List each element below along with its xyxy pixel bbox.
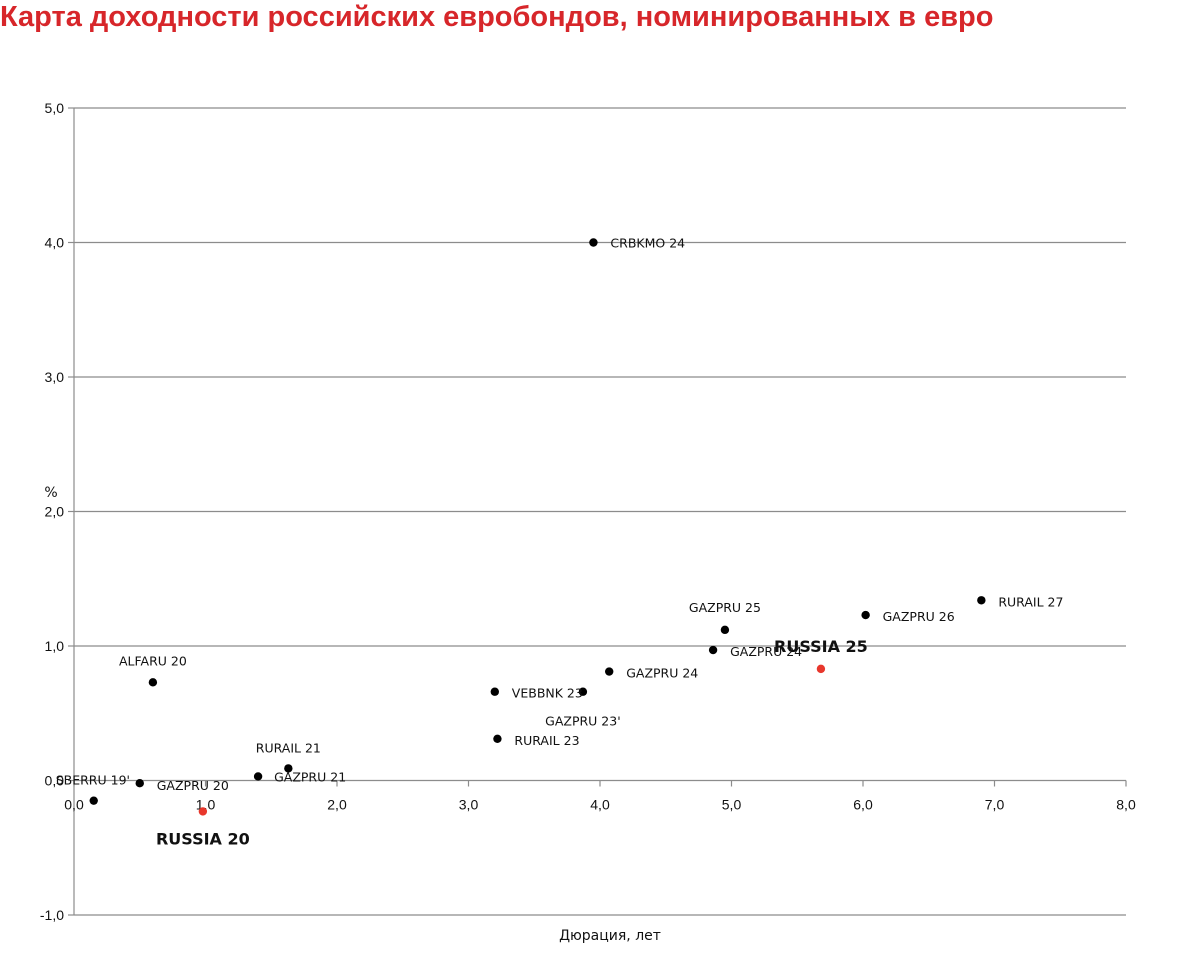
data-label: GAZPRU 24 bbox=[730, 644, 802, 659]
y-axis-title: % bbox=[44, 485, 57, 501]
data-point bbox=[253, 772, 263, 781]
x-tick-label: 7,0 bbox=[985, 797, 1005, 813]
x-axis-title: Дюрация, лет bbox=[559, 928, 661, 944]
x-tick-label: 5,0 bbox=[722, 797, 742, 813]
x-tick-labels: 0,0 1,0 2,0 3,0 4,0 5,0 6,0 7,0 8,0 bbox=[64, 797, 1136, 813]
data-label: RUSSIA 20 bbox=[156, 829, 250, 848]
data-point bbox=[977, 596, 986, 605]
data-label: RURAIL 27 bbox=[998, 594, 1063, 609]
x-tick-label: 3,0 bbox=[459, 797, 479, 813]
axes bbox=[73, 108, 1126, 915]
data-label: GAZPRU 23' bbox=[545, 714, 621, 729]
data-label: GAZPRU 25 bbox=[689, 600, 761, 615]
x-tick-label: 4,0 bbox=[590, 797, 610, 813]
x-tick-label: 8,0 bbox=[1116, 797, 1136, 813]
y-tick-label: 2,0 bbox=[45, 504, 65, 520]
x-tick-label: 6,0 bbox=[853, 797, 873, 813]
data-points bbox=[89, 238, 986, 816]
data-point bbox=[720, 625, 730, 635]
y-tick-label: 1,0 bbox=[45, 638, 65, 654]
data-point bbox=[135, 778, 144, 788]
data-label: RURAIL 23 bbox=[514, 733, 579, 748]
data-label: VEBBNK 23 bbox=[512, 686, 583, 701]
y-tick-label: 5,0 bbox=[45, 100, 65, 116]
data-label: GAZPRU 20 bbox=[157, 778, 229, 793]
data-label: RUSSIA 25 bbox=[774, 637, 868, 656]
data-label: RURAIL 21 bbox=[256, 740, 321, 755]
data-point bbox=[578, 687, 588, 696]
data-point bbox=[148, 678, 158, 687]
data-label: GAZPRU 26 bbox=[883, 609, 955, 624]
data-point bbox=[861, 610, 870, 620]
y-tick-label: 0,0 bbox=[45, 773, 65, 789]
y-tick-label: 4,0 bbox=[45, 235, 65, 251]
data-point bbox=[816, 664, 826, 674]
data-label: GAZPRU 24 bbox=[626, 666, 698, 681]
gridlines bbox=[68, 107, 1127, 916]
data-label: GAZPRU 21 bbox=[274, 769, 346, 784]
data-point bbox=[708, 645, 718, 655]
x-tick-label: 0,0 bbox=[64, 797, 84, 813]
y-tick-label: 3,0 bbox=[45, 369, 65, 385]
y-tick-label: -1,0 bbox=[40, 907, 64, 923]
chart-title: Карта доходности российских евробондов, … bbox=[0, 1, 994, 33]
data-point bbox=[198, 807, 208, 816]
data-point bbox=[589, 238, 598, 247]
data-point bbox=[605, 667, 614, 676]
data-label: SBERRU 19' bbox=[56, 773, 130, 788]
y-tick-labels: -1,0 0,0 1,0 2,0 3,0 4,0 5,0 bbox=[40, 100, 64, 923]
data-point bbox=[490, 687, 499, 696]
x-tick-label: 2,0 bbox=[327, 797, 347, 813]
data-point bbox=[284, 764, 293, 773]
data-point bbox=[493, 734, 502, 744]
data-label: ALFARU 20 bbox=[119, 653, 187, 668]
data-label: CRBKMO 24 bbox=[610, 236, 685, 251]
data-point bbox=[89, 796, 98, 805]
data-labels: CRBKMO 24 RURAIL 27 GAZPRU 26 GAZPRU 25 GAZP… bbox=[56, 236, 1064, 849]
